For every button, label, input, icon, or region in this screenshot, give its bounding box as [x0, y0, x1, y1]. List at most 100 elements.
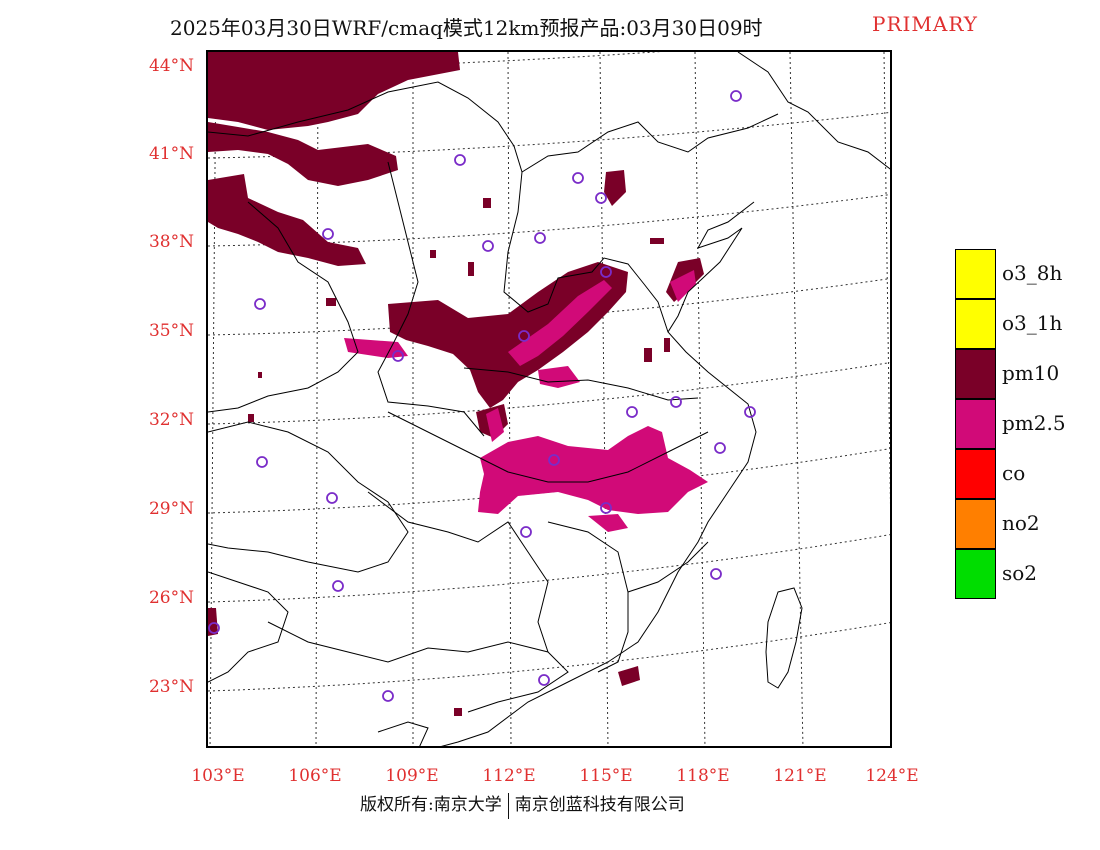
station-tianjin — [595, 192, 607, 204]
henan-hubei-border — [463, 367, 699, 401]
lat-line-32 — [208, 362, 890, 425]
pm10-dot — [483, 198, 491, 208]
lat-label-38: 38°N — [148, 232, 194, 252]
pm10-dot — [326, 298, 336, 306]
legend-swatch-pm10 — [955, 349, 996, 399]
station-hefei — [626, 406, 638, 418]
hubei-hunan-border — [387, 411, 709, 483]
copyright-left: 版权所有:南京大学 — [360, 795, 502, 815]
pm10-north-mongolia — [208, 52, 460, 130]
lon-label-115: 115°E — [579, 766, 633, 786]
province-boundaries — [208, 52, 890, 746]
legend-swatch-pm25 — [955, 399, 996, 449]
lat-line-23 — [208, 622, 890, 692]
pm10-dot — [258, 372, 262, 378]
lat-line-29 — [208, 448, 890, 514]
lat-label-32: 32°N — [148, 410, 194, 430]
lat-label-26: 26°N — [148, 588, 194, 608]
taiwan — [765, 587, 803, 689]
title-text: 2025年03月30日WRF/cmaq模式12km预报产品:03月30日09时 — [170, 16, 763, 40]
pm25-hubei-north — [486, 408, 504, 442]
station-zhengzhou — [518, 330, 530, 342]
lon-line-115 — [599, 52, 609, 746]
legend-label-co: co — [1002, 461, 1026, 485]
pm10-dot — [650, 238, 664, 244]
lon-line-118 — [694, 52, 706, 746]
lon-label-118: 118°E — [676, 766, 730, 786]
shaanxi-gansu-border — [377, 161, 485, 437]
pm10-regions — [208, 52, 704, 716]
pm10-guangdong-spot — [618, 666, 640, 686]
legend-label-pm25: pm2.5 — [1002, 411, 1066, 435]
pm10-central-plain — [388, 262, 628, 408]
station-changsha — [520, 526, 532, 538]
pm25-shaanxi-band — [344, 338, 408, 358]
pm10-dot — [454, 708, 462, 716]
lon-line-124 — [883, 52, 890, 506]
station-hangzhou — [714, 442, 726, 454]
legend-swatch-o3-1h — [955, 299, 996, 349]
station-beijing — [572, 172, 584, 184]
station-harbin — [730, 90, 742, 102]
pm10-beijing — [604, 170, 626, 206]
station-xian — [392, 350, 404, 362]
lat-label-23: 23°N — [148, 677, 194, 697]
coastline — [441, 52, 890, 746]
hebei-shanxi-border — [503, 171, 669, 333]
legend-label-o3-1h: o3_1h — [1002, 311, 1063, 335]
map-title: 2025年03月30日WRF/cmaq模式12km预报产品:03月30日09时 … — [0, 12, 1100, 42]
lon-line-121 — [789, 52, 804, 746]
legend-label-no2: no2 — [1002, 511, 1040, 535]
station-yinchuan — [322, 228, 334, 240]
footer-separator — [507, 792, 509, 819]
lon-label-103: 103°E — [191, 766, 245, 786]
lon-label-124: 124°E — [865, 766, 919, 786]
pm25-shandong-edge — [670, 270, 696, 302]
pm25-central-china — [478, 426, 708, 514]
station-nanchang — [600, 502, 612, 514]
pollutant-map[interactable] — [206, 50, 892, 748]
lat-label-35: 35°N — [148, 321, 194, 341]
lon-label-109: 109°E — [385, 766, 439, 786]
station-chongqing — [326, 492, 338, 504]
copyright-footer: 版权所有:南京大学 南京创蓝科技有限公司 — [360, 790, 685, 819]
pm10-dot — [644, 348, 652, 362]
station-lanzhou — [254, 298, 266, 310]
legend-swatch-so2 — [955, 549, 996, 599]
station-guangzhou — [538, 674, 550, 686]
jiangxi-border — [547, 521, 629, 673]
pm10-ningxia — [208, 174, 366, 266]
legend-swatch-no2 — [955, 499, 996, 549]
lat-label-29: 29°N — [148, 499, 194, 519]
lat-label-41: 41°N — [148, 144, 194, 164]
primary-tag: PRIMARY — [872, 12, 978, 36]
fujian-border — [627, 541, 709, 593]
yunnan-border — [208, 571, 289, 683]
station-guiyang — [332, 580, 344, 592]
guangxi-guangdong-border — [267, 621, 569, 713]
copyright-right: 南京创蓝科技有限公司 — [514, 795, 685, 815]
legend-label-so2: so2 — [1002, 561, 1038, 585]
lat-label-44: 44°N — [148, 56, 194, 76]
pm10-dot — [664, 338, 670, 352]
guizhou-hunan-border — [367, 491, 549, 653]
gansu-inner-border — [208, 201, 359, 413]
station-chengdu — [256, 456, 268, 468]
pm10-dot — [430, 250, 436, 258]
pm25-henan-streak — [508, 280, 612, 366]
pm25-jiangxi-tail — [588, 514, 628, 532]
legend-swatch-o3-8h — [955, 249, 996, 299]
hainan-edge — [377, 721, 429, 746]
lon-line-112 — [507, 52, 512, 746]
lon-label-112: 112°E — [482, 766, 536, 786]
pm25-anhui — [538, 366, 580, 388]
pm10-yunnan-edge — [208, 608, 218, 636]
lat-line-35 — [208, 278, 890, 336]
station-baotou — [454, 154, 466, 166]
stations — [208, 90, 756, 702]
station-taiyuan — [482, 240, 494, 252]
station-shanghai — [744, 406, 756, 418]
lat-line-26 — [208, 534, 890, 603]
pm10-inner-mongolia-band — [208, 122, 398, 186]
station-fuzhou — [710, 568, 722, 580]
